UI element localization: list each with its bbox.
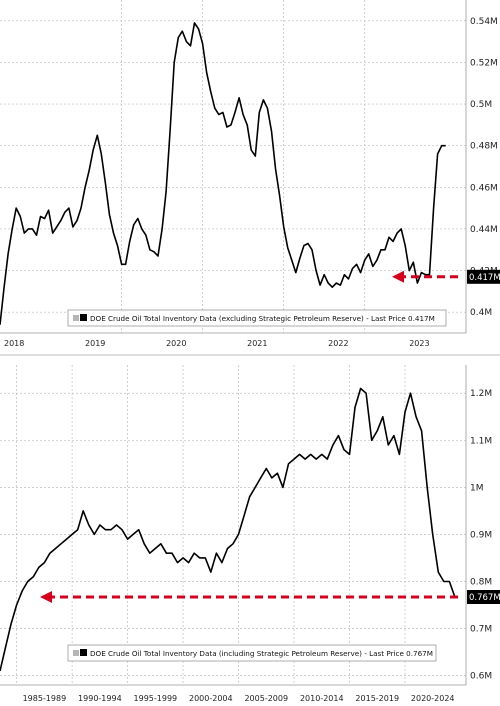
legend-text: DOE Crude Oil Total Inventory Data (incl…: [90, 649, 433, 658]
y-tick-label: 0.44M: [470, 225, 498, 235]
legend-swatch-gray: [73, 650, 79, 656]
y-tick-label: 0.7M: [470, 625, 492, 635]
x-tick-label: 2015-2019: [355, 694, 399, 703]
last-price-arrow-head: [392, 270, 404, 283]
x-tick-label: 1990-1994: [78, 694, 122, 703]
last-value-box: [467, 269, 500, 284]
y-tick-label: 0.48M: [470, 142, 498, 152]
x-tick-label: 2018: [4, 339, 24, 348]
x-tick-label: 2023: [409, 339, 429, 348]
x-tick-label: 1985-1989: [23, 694, 67, 703]
last-price-arrow-head: [40, 591, 52, 603]
x-tick-label: 1995-1999: [134, 694, 178, 703]
y-tick-label: 0.52M: [470, 58, 498, 68]
y-tick-label: 1.2M: [470, 389, 492, 399]
x-tick-label: 2019: [85, 339, 105, 348]
legend-swatch-gray: [73, 315, 79, 321]
legend-swatch-black: [80, 314, 87, 321]
legend-text: DOE Crude Oil Total Inventory Data (excl…: [90, 314, 435, 323]
y-tick-label: 0.9M: [470, 530, 492, 540]
y-tick-label: 0.46M: [470, 183, 498, 193]
legend-box: [67, 644, 437, 662]
x-tick-label: 2000-2004: [189, 694, 233, 703]
last-value-box: [467, 590, 500, 604]
series-line: [0, 22, 446, 325]
x-tick-label: 2021: [247, 339, 267, 348]
legend-box: [67, 309, 447, 327]
x-tick-label: 2020-2024: [411, 694, 455, 703]
y-tick-label: 0.4M: [470, 308, 492, 318]
y-tick-label: 0.54M: [470, 17, 498, 27]
y-tick-label: 0.5M: [470, 100, 492, 110]
chart-panel-bottom: 0.6M 0.7M 0.8M 0.9M 1M 1.1M 1.2M 1985-1989 1990-…: [0, 365, 500, 703]
series-line: [0, 387, 456, 672]
y-tick-label: 0.6M: [470, 672, 492, 682]
legend-swatch-black: [80, 649, 87, 656]
y-tick-label: 1.1M: [470, 436, 492, 446]
y-tick-label: 0.8M: [470, 577, 492, 587]
chart-panel-top: 0.4M0.42M0.44M0.46M0.48M0.5M0.52M0.54M20…: [0, 0, 500, 348]
x-tick-label: 2005-2009: [244, 694, 288, 703]
y-tick-label: 1M: [470, 483, 484, 493]
last-value-label: 0.767M: [469, 593, 500, 603]
x-tick-label: 2010-2014: [300, 694, 344, 703]
last-value-label: 0.417M: [469, 273, 500, 283]
x-tick-label: 2020: [166, 339, 186, 348]
x-tick-label: 2022: [328, 339, 348, 348]
